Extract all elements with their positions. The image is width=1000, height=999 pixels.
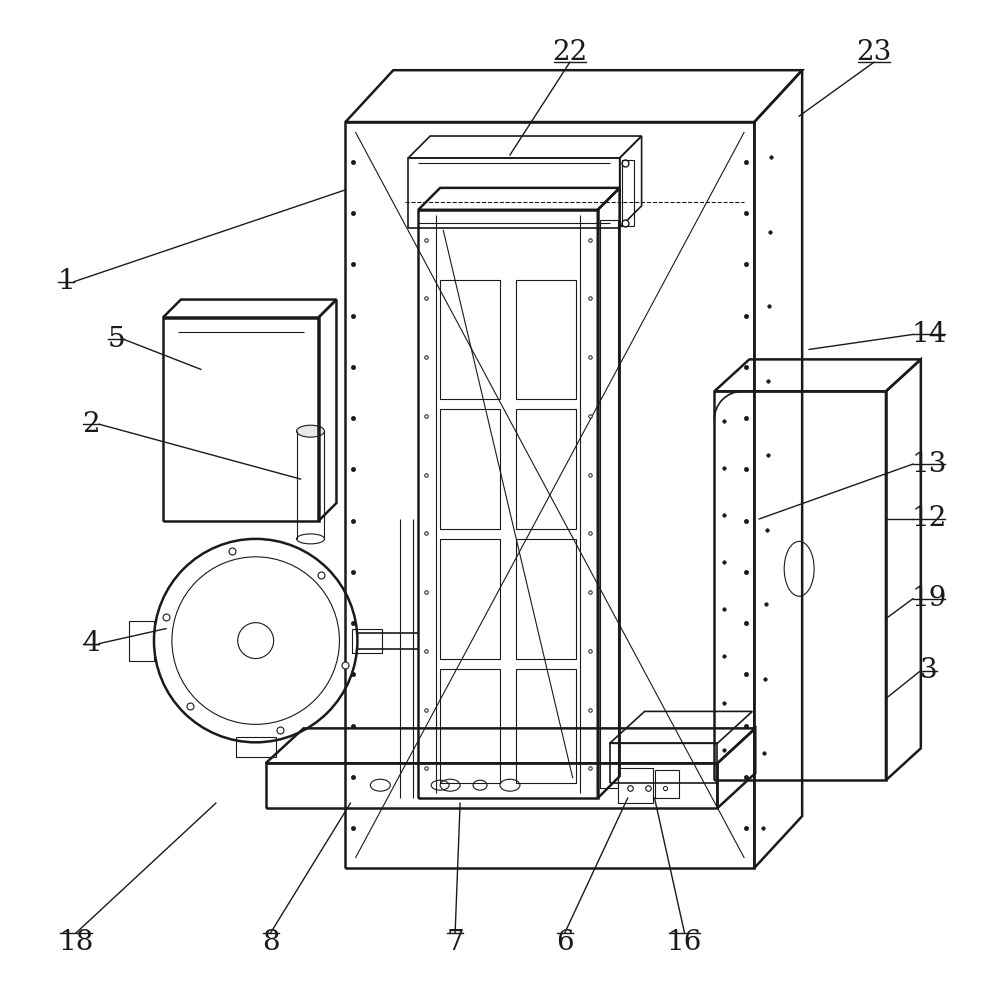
Text: 6: 6: [556, 929, 574, 956]
Text: 5: 5: [107, 326, 125, 353]
Text: 1: 1: [57, 268, 75, 295]
Text: 13: 13: [911, 451, 946, 478]
Text: 8: 8: [262, 929, 279, 956]
Text: 22: 22: [552, 39, 587, 66]
Ellipse shape: [297, 426, 324, 438]
Text: 12: 12: [911, 505, 946, 532]
Text: 18: 18: [58, 929, 94, 956]
Text: 2: 2: [82, 411, 100, 438]
Text: 19: 19: [911, 585, 946, 612]
Text: 4: 4: [82, 630, 100, 657]
Text: 23: 23: [856, 39, 892, 66]
Text: 7: 7: [446, 929, 464, 956]
Text: 14: 14: [911, 321, 946, 348]
Text: 3: 3: [920, 657, 938, 684]
Text: 16: 16: [667, 929, 702, 956]
